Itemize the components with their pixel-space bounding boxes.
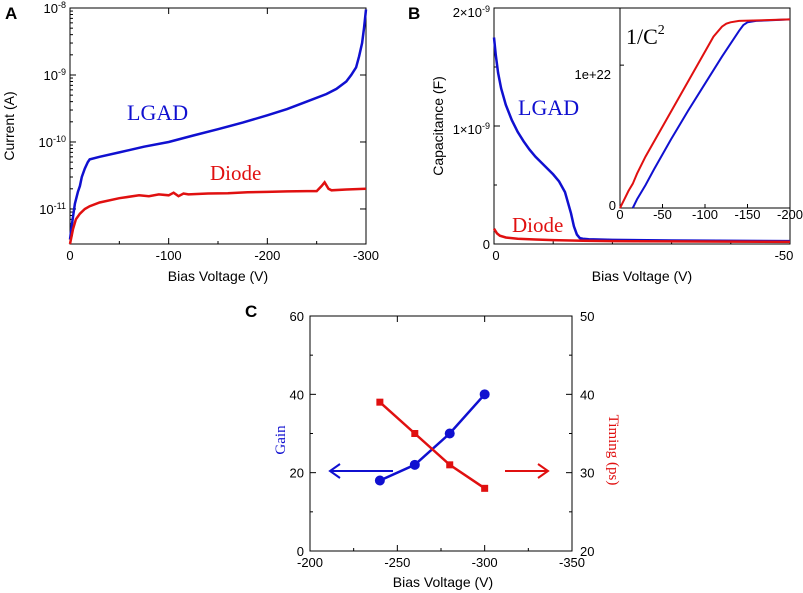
- panel-b-diode-annotation: Diode: [512, 213, 563, 237]
- inset-y-tick-label: 1e+22: [574, 67, 611, 82]
- panel-c-x-axis-label: Bias Voltage (V): [393, 574, 493, 590]
- panel-c-right-tick-labels: 20 30 40 50: [580, 309, 594, 559]
- panel-c-timing-axis-label: Timing (ps): [605, 415, 621, 486]
- inset-x-tick-label: -50: [653, 207, 672, 222]
- panel-a-lgad-annotation: LGAD: [127, 100, 188, 125]
- panel-c-x-tick-label: -300: [472, 555, 498, 570]
- panel-c-left-tick-label: 20: [290, 466, 304, 481]
- panel-a: A 0 -100 -200 -300 10-8 10-9 10-10 10-11…: [1, 0, 379, 284]
- panel-a-x-tick-label: -300: [353, 248, 379, 263]
- panel-a-y-tick-label: 10-8: [44, 0, 66, 16]
- inset-x-tick-label: -200: [777, 207, 803, 222]
- panel-c-x-tick-label: -200: [297, 555, 323, 570]
- panel-c-ticks: [309, 315, 573, 552]
- panel-a-x-axis-label: Bias Voltage (V): [168, 268, 268, 284]
- inset-series: [619, 18, 791, 209]
- inset-x-tick-label: -150: [734, 207, 760, 222]
- panel-b-x-tick-label: -50: [775, 248, 794, 263]
- gain-point: [444, 428, 455, 439]
- panel-c-x-tick-label: -350: [559, 555, 585, 570]
- panel-a-y-tick-label: 10-11: [39, 201, 66, 217]
- panel-c-frame: [309, 315, 573, 552]
- panel-c: C -200 -250 -300 -350 0 20 40 60 20 30 4…: [245, 302, 621, 590]
- panel-a-diode-annotation: Diode: [210, 161, 261, 185]
- panel-c-x-tick-label: -250: [384, 555, 410, 570]
- panel-a-y-tick-label: 10-9: [44, 67, 66, 83]
- series-line-timing: [379, 401, 486, 490]
- series-line-diode: [492, 228, 791, 244]
- inset-line-lgad: [631, 18, 791, 209]
- panel-c-right-tick-label: 30: [580, 466, 594, 481]
- panel-a-x-tick-label: -100: [156, 248, 182, 263]
- panel-c-right-tick-label: 50: [580, 309, 594, 324]
- panel-c-right-tick-label: 20: [580, 544, 594, 559]
- panel-c-left-tick-label: 60: [290, 309, 304, 324]
- gain-point: [409, 459, 420, 470]
- inset-x-tick-label: -100: [692, 207, 718, 222]
- gain-arrow-head: [328, 463, 341, 479]
- panel-b-lgad-annotation: LGAD: [518, 95, 579, 120]
- timing-point: [446, 461, 454, 469]
- gain-axis-arrow: [328, 463, 393, 479]
- panel-a-x-tick-label: -200: [254, 248, 280, 263]
- series-line-lgad: [492, 37, 791, 243]
- panel-b-y-tick-label: 1×10-9: [453, 121, 490, 137]
- panel-a-y-tick-label: 10-10: [39, 134, 66, 150]
- panel-a-frame: [69, 7, 367, 245]
- timing-point: [411, 430, 419, 437]
- panel-b-letter: B: [408, 4, 420, 23]
- panel-c-left-tick-label: 40: [290, 387, 304, 402]
- panel-a-series: [68, 9, 368, 245]
- panel-a-y-axis-label: Current (A): [1, 91, 17, 160]
- panel-b-y-tick-label: 0: [483, 237, 490, 252]
- series-line-diode: [68, 180, 367, 245]
- inset-line-diode: [619, 18, 791, 209]
- timing-point: [376, 398, 384, 406]
- panel-c-series: [374, 389, 490, 492]
- panel-c-left-tick-labels: 0 20 40 60: [290, 309, 304, 559]
- panel-b-x-tick-label: 0: [492, 248, 499, 263]
- panel-c-x-tick-labels: -200 -250 -300 -350: [297, 555, 585, 570]
- panel-c-gain-axis-label: Gain: [273, 425, 289, 455]
- inset-frame: [619, 7, 791, 209]
- panel-a-y-tick-labels: 10-8 10-9 10-10 10-11: [39, 0, 66, 217]
- panel-b-inset: 1/C2 0 1e+22 0 -50 -100 -150 -200: [574, 7, 803, 222]
- inset-x-tick-label: 0: [616, 207, 623, 222]
- inset-title: 1/C2: [626, 23, 665, 49]
- inset-y-tick-label: 0: [609, 198, 616, 213]
- gain-point: [479, 389, 490, 400]
- panel-c-right-tick-label: 40: [580, 387, 594, 402]
- inset-x-tick-labels: 0 -50 -100 -150 -200: [616, 207, 803, 222]
- panel-b-y-tick-label: 2×10-9: [453, 4, 490, 20]
- panel-b-series: [492, 37, 791, 244]
- panel-a-ticks: [69, 7, 367, 245]
- gain-point: [374, 475, 385, 486]
- panel-b: B 0 -50 2×10-9 1×10-9 0 Bias Voltage (V)…: [408, 4, 803, 284]
- panel-c-letter: C: [245, 302, 257, 321]
- series-line-lgad: [68, 9, 368, 240]
- series-line-gain: [379, 393, 486, 482]
- panel-a-x-tick-label: 0: [66, 248, 73, 263]
- panel-c-left-tick-label: 0: [297, 544, 304, 559]
- timing-point: [481, 484, 489, 492]
- panel-b-x-axis-label: Bias Voltage (V): [592, 268, 692, 284]
- panel-a-letter: A: [5, 4, 17, 23]
- timing-axis-arrow: [505, 463, 550, 479]
- panel-a-x-tick-labels: 0 -100 -200 -300: [66, 248, 379, 263]
- panel-b-y-axis-label: Capacitance (F): [430, 76, 446, 176]
- timing-arrow-head: [537, 463, 550, 479]
